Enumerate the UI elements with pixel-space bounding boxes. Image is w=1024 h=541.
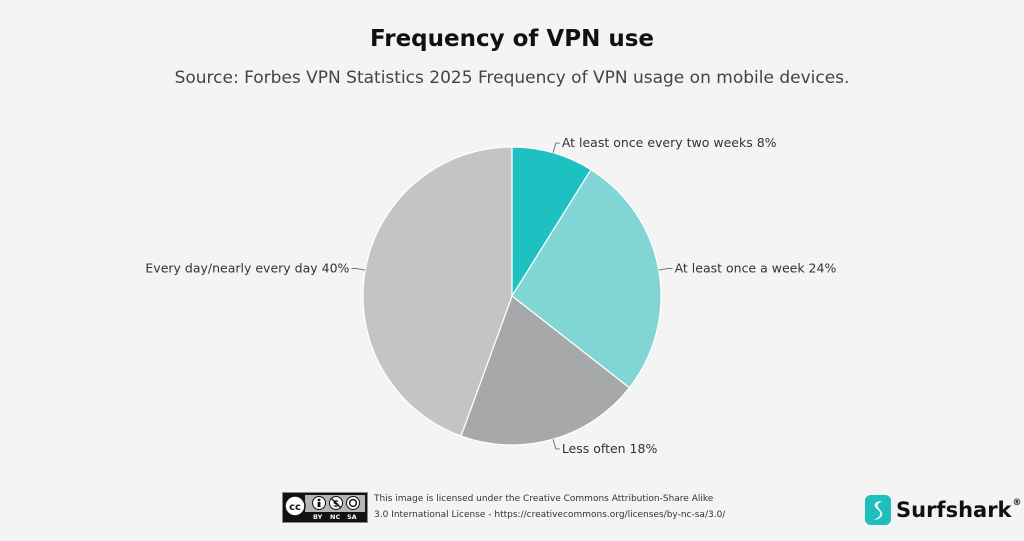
svg-text:cc: cc: [289, 502, 301, 513]
brand-reg-mark: ®: [1012, 498, 1022, 508]
chart-title: Frequency of VPN use: [369, 26, 655, 52]
pie-leader-0: [552, 142, 560, 153]
cc-by-nc-sa-icon: cc $ BY NC SA: [282, 491, 368, 523]
cc-sa-text: SA: [347, 512, 357, 521]
pie-label-3: Every day/nearly every day 40%: [145, 260, 349, 275]
cc-nc-text: NC: [330, 512, 341, 521]
chart-subtitle: Source: Forbes VPN Statistics 2025 Frequ…: [174, 68, 850, 88]
license-line-1: This image is licensed under the Creativ…: [374, 494, 714, 504]
license-notice: cc $ BY NC SA This image is licensed und…: [282, 491, 725, 523]
surfshark-logo-icon: [865, 495, 891, 525]
pie-slice-2: [460, 295, 631, 446]
pie-label-0: At least once every two weeks 8%: [562, 135, 777, 150]
brand-name-text: Surfshark: [896, 498, 1012, 522]
svg-text:$: $: [333, 499, 339, 509]
pie-leader-3: [351, 267, 366, 271]
license-text: This image is licensed under the Creativ…: [374, 491, 725, 523]
license-line-2: 3.0 International License - https://crea…: [374, 510, 726, 520]
pie-label-1: At least once a week 24%: [675, 260, 837, 275]
pie-slice-1: [511, 168, 662, 389]
pie-label-2: Less often 18%: [562, 441, 658, 456]
pie-slice-3: [362, 146, 513, 437]
cc-by-text: BY: [313, 512, 323, 521]
surfshark-brand: Surfshark®: [865, 495, 1022, 525]
pie-leader-1: [658, 267, 673, 271]
brand-name: Surfshark®: [896, 498, 1022, 522]
pie-leader-2: [552, 439, 560, 450]
pie-slice-0: [511, 146, 592, 299]
